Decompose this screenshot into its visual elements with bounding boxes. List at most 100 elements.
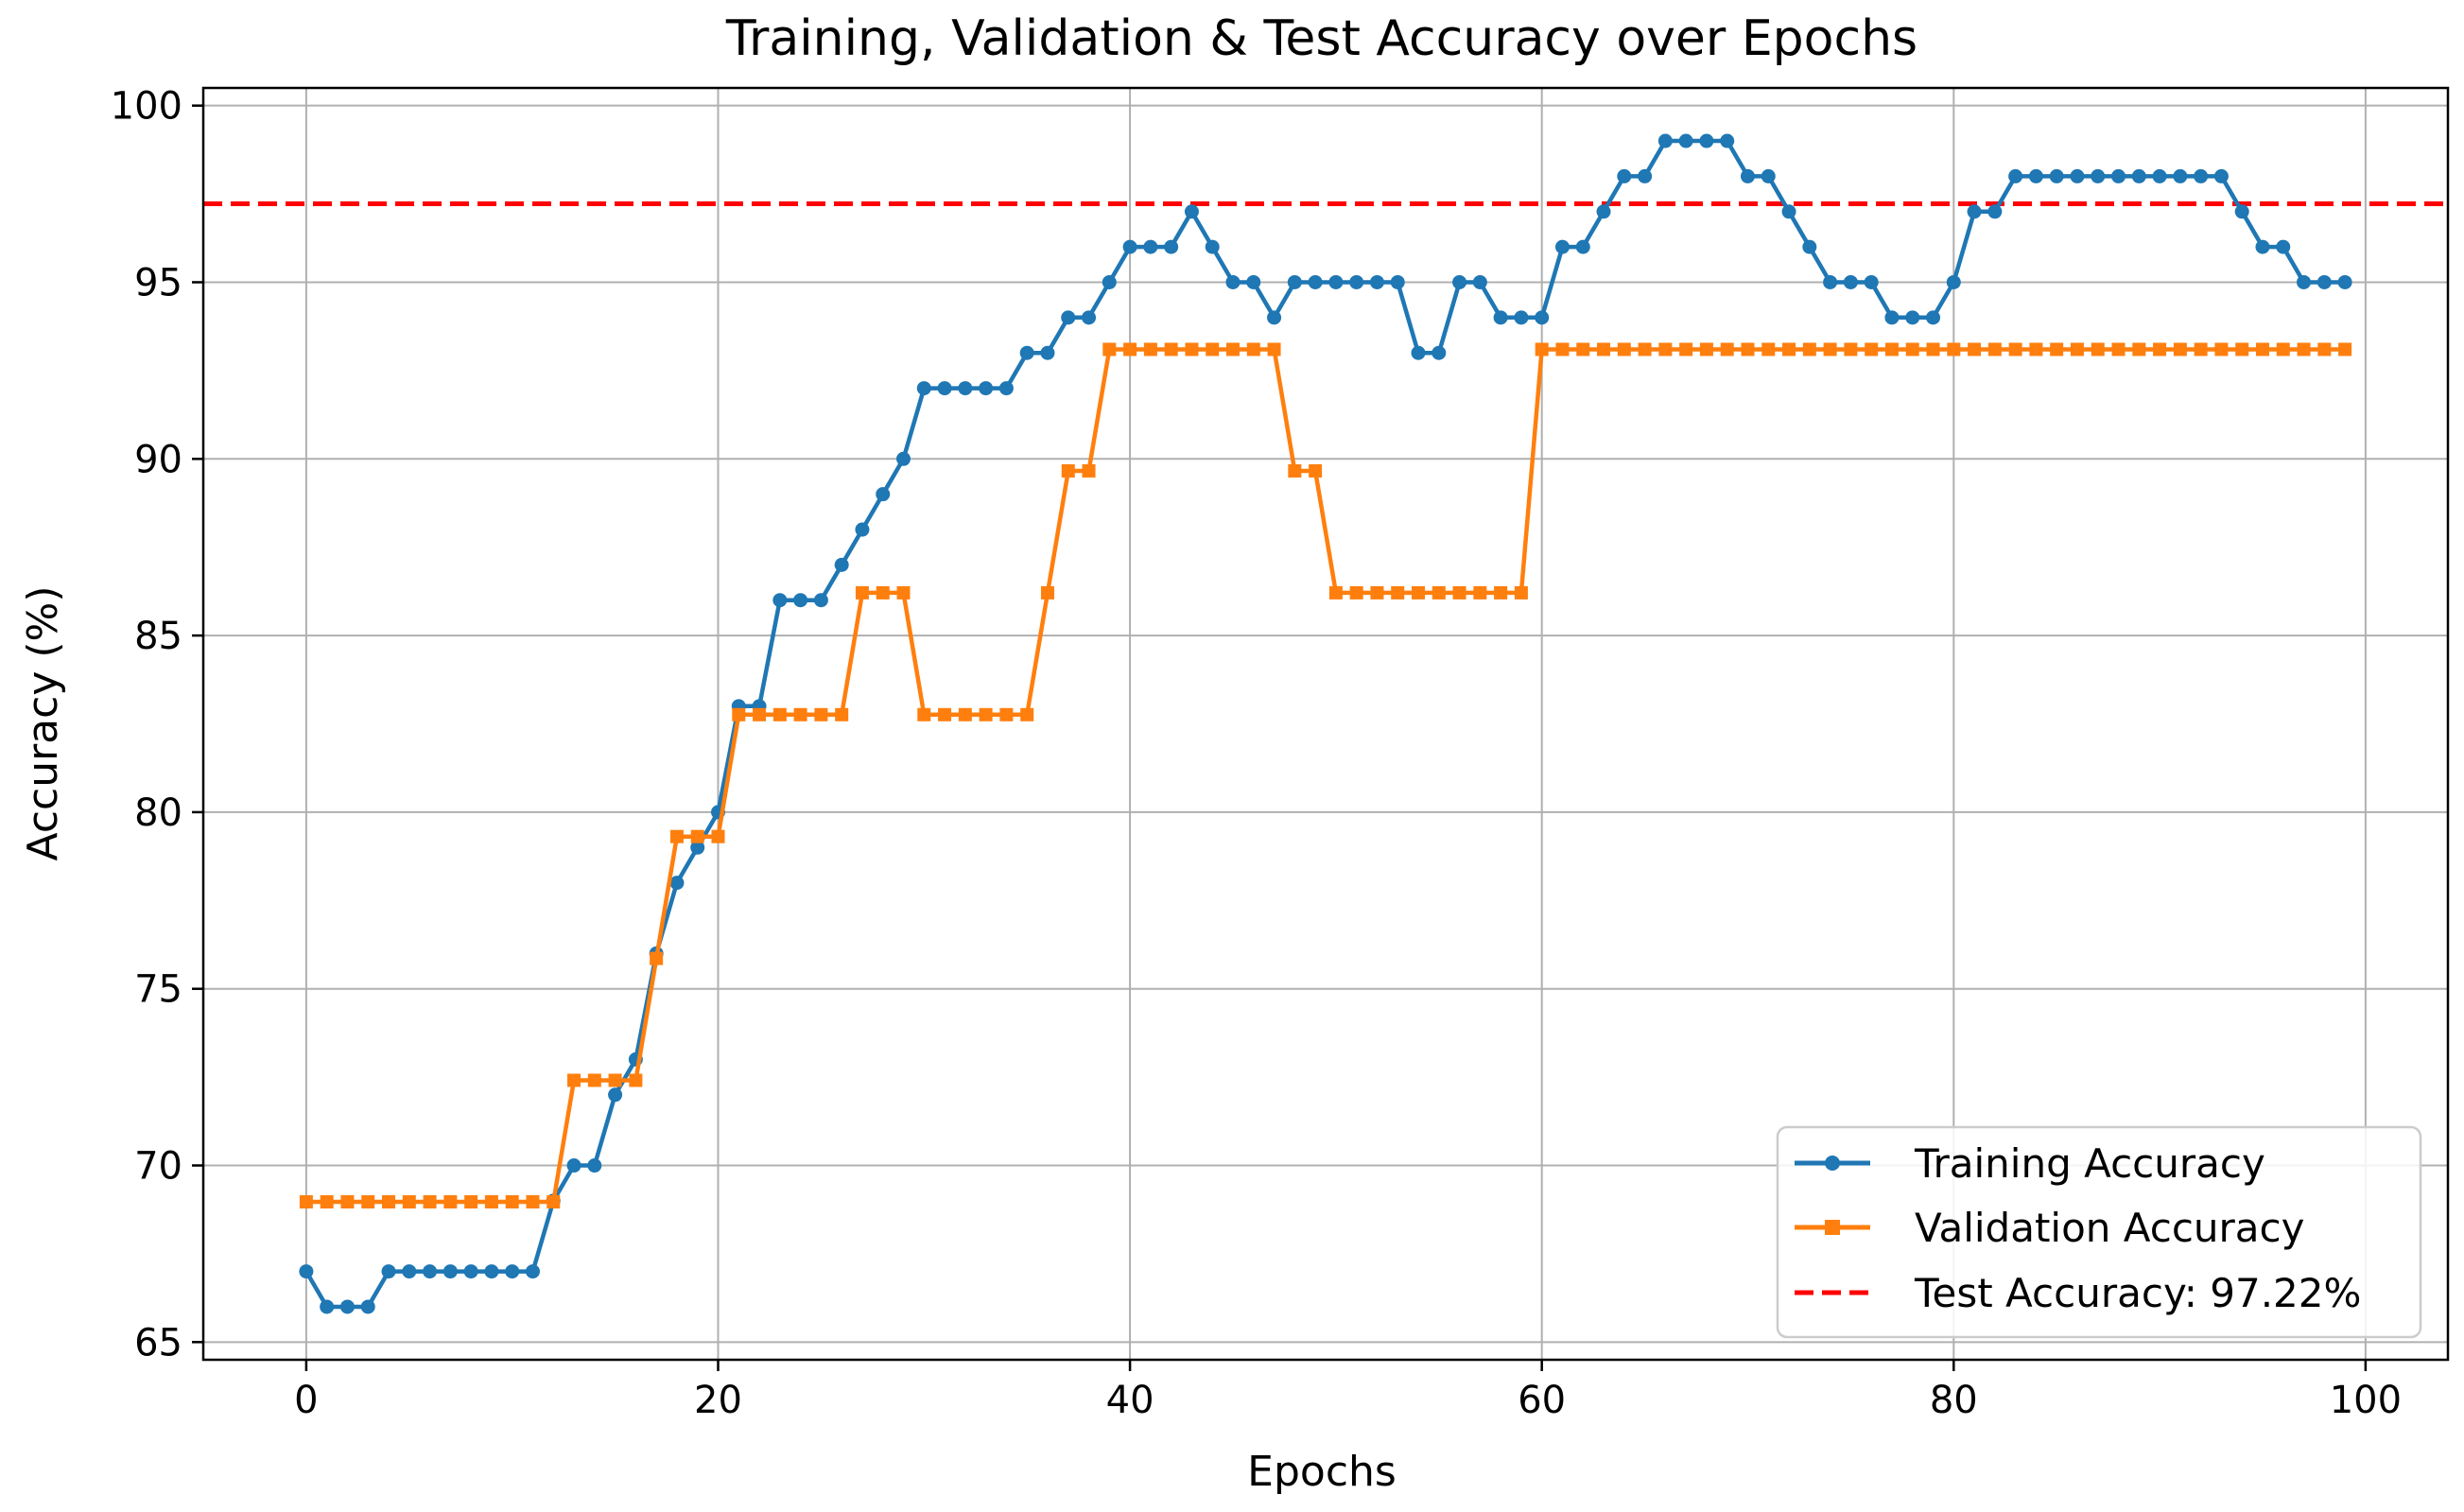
- training-point: [1122, 239, 1137, 254]
- validation-point: [917, 707, 931, 721]
- training-point: [1040, 345, 1055, 360]
- legend-validation-label: Validation Accuracy: [1915, 1205, 2305, 1251]
- training-point: [998, 381, 1014, 396]
- validation-point: [1555, 342, 1570, 356]
- validation-point: [2235, 342, 2249, 356]
- validation-point: [2132, 342, 2146, 356]
- legend: Training Accuracy Validation Accuracy Te…: [1776, 1125, 2422, 1339]
- training-point: [937, 381, 952, 396]
- x-tick-label: 20: [694, 1379, 742, 1422]
- validation-point: [1617, 342, 1631, 356]
- validation-point: [1123, 342, 1137, 356]
- validation-point: [876, 585, 890, 600]
- training-point: [1884, 310, 1900, 325]
- training-point: [463, 1264, 478, 1279]
- validation-point: [1267, 342, 1281, 356]
- validation-point: [1535, 342, 1549, 356]
- y-tick-label: 100: [111, 85, 182, 129]
- training-point: [1967, 204, 1982, 219]
- validation-point: [567, 1073, 581, 1087]
- training-point: [1390, 274, 1405, 289]
- validation-point: [958, 707, 972, 721]
- validation-point: [1143, 342, 1157, 356]
- x-tick-label: 100: [2330, 1379, 2402, 1422]
- validation-point: [1061, 463, 1075, 478]
- validation-point: [1452, 585, 1466, 600]
- training-point: [2152, 168, 2167, 183]
- validation-point: [753, 707, 767, 721]
- training-point: [1225, 274, 1241, 289]
- x-axis-label: Epochs: [1247, 1448, 1397, 1496]
- training-point: [1493, 310, 1508, 325]
- validation-point: [793, 707, 807, 721]
- training-point: [2234, 204, 2249, 219]
- training-point: [2255, 239, 2270, 254]
- validation-point: [1741, 342, 1755, 356]
- training-point: [834, 557, 849, 572]
- training-point: [1082, 310, 1097, 325]
- validation-series: [299, 342, 2352, 1208]
- series-layer: [299, 133, 2352, 1314]
- validation-point: [2008, 342, 2022, 356]
- training-point: [1287, 274, 1302, 289]
- validation-point: [526, 1194, 540, 1208]
- training-point: [1349, 274, 1364, 289]
- training-point: [690, 840, 705, 855]
- validation-point: [1576, 342, 1590, 356]
- training-point: [1843, 274, 1858, 289]
- training-point: [1535, 310, 1550, 325]
- training-point: [2317, 274, 2332, 289]
- training-point: [1823, 274, 1838, 289]
- legend-validation-marker: [1825, 1220, 1840, 1235]
- validation-point: [772, 707, 787, 721]
- validation-point: [1638, 342, 1652, 356]
- validation-point: [1473, 585, 1487, 600]
- y-tick-label: 85: [134, 615, 182, 658]
- validation-point: [1905, 342, 1919, 356]
- validation-point: [608, 1073, 622, 1087]
- training-point: [1699, 133, 1714, 148]
- validation-point: [547, 1194, 561, 1208]
- validation-point: [299, 1194, 313, 1208]
- validation-point: [1761, 342, 1776, 356]
- training-point: [1987, 204, 2003, 219]
- training-series: [299, 133, 2352, 1314]
- validation-point: [1844, 342, 1858, 356]
- x-tick-label: 60: [1518, 1379, 1566, 1422]
- validation-line: [305, 347, 2346, 1205]
- training-point: [1369, 274, 1384, 289]
- validation-point: [1225, 342, 1240, 356]
- validation-point: [711, 829, 725, 843]
- validation-point: [443, 1194, 458, 1208]
- validation-point: [1432, 585, 1446, 600]
- validation-point: [1246, 342, 1260, 356]
- validation-point: [1987, 342, 2002, 356]
- training-point: [772, 593, 788, 608]
- training-point: [608, 1087, 623, 1103]
- training-point: [1617, 168, 1632, 183]
- validation-point: [1370, 585, 1384, 600]
- training-point: [1946, 274, 1961, 289]
- training-point: [484, 1264, 499, 1279]
- validation-point: [1782, 342, 1796, 356]
- validation-point: [1102, 342, 1117, 356]
- training-point: [2008, 168, 2023, 183]
- validation-point: [464, 1194, 478, 1208]
- x-tick-label: 0: [294, 1379, 318, 1422]
- validation-point: [1164, 342, 1178, 356]
- training-point: [1926, 310, 1941, 325]
- validation-point: [2029, 342, 2043, 356]
- training-point: [1761, 168, 1776, 183]
- validation-point: [1082, 463, 1096, 478]
- y-tick-label: 70: [134, 1145, 182, 1189]
- training-point: [1061, 310, 1076, 325]
- training-point: [1740, 168, 1755, 183]
- training-point: [1164, 239, 1179, 254]
- training-point: [1554, 239, 1570, 254]
- validation-point: [732, 707, 746, 721]
- training-point: [979, 381, 994, 396]
- validation-point: [669, 829, 684, 843]
- validation-point: [2255, 342, 2269, 356]
- validation-point: [835, 707, 849, 721]
